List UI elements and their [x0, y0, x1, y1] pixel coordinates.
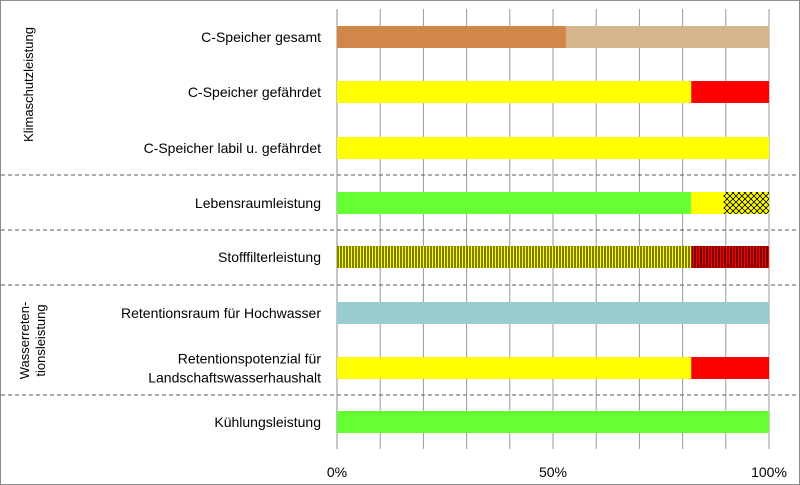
category-label: Retentionsraum für Hochwasser	[121, 305, 321, 321]
bar-segment	[337, 137, 769, 159]
bar-segment	[337, 26, 566, 48]
x-tick-label: 100%	[751, 464, 787, 480]
bar-segment-pattern	[691, 246, 769, 268]
group-labels: Klimaschutzleistung Wasserreten-tionsleis…	[17, 27, 48, 379]
bar-segment	[337, 411, 769, 433]
group-label: Wasserreten-tionsleistung	[17, 302, 48, 380]
category-label: C-Speicher gesamt	[201, 29, 321, 45]
bar-segment	[337, 357, 692, 379]
category-labels: C-Speicher gesamt C-Speicher gefährdet C-S…	[121, 29, 321, 430]
gridlines	[336, 9, 770, 449]
category-label: Kühlungsleistung	[214, 414, 321, 430]
bar-segment	[691, 357, 769, 379]
bar-segment	[337, 81, 692, 103]
x-tick-labels: 0% 50% 100%	[327, 464, 787, 480]
bar-segment	[565, 26, 769, 48]
bar-segment-pattern	[337, 246, 692, 268]
x-tick-label: 0%	[327, 464, 347, 480]
bar-segment-pattern	[723, 192, 769, 214]
category-label: Retentionspotenzial für Landschaftswasser…	[148, 351, 321, 386]
category-label: Stofffilterleistung	[218, 249, 321, 265]
category-label: C-Speicher gefährdet	[188, 84, 321, 100]
group-separators	[1, 174, 799, 396]
bars	[337, 26, 769, 433]
bar-segment	[337, 302, 769, 324]
bar-segment	[691, 81, 769, 103]
category-label: Lebensraumleistung	[195, 195, 321, 211]
group-label: Klimaschutzleistung	[21, 27, 36, 142]
category-label: C-Speicher labil u. gefährdet	[144, 140, 322, 156]
bar-segment	[691, 192, 724, 214]
bar-segment	[337, 192, 692, 214]
x-tick-label: 50%	[539, 464, 567, 480]
